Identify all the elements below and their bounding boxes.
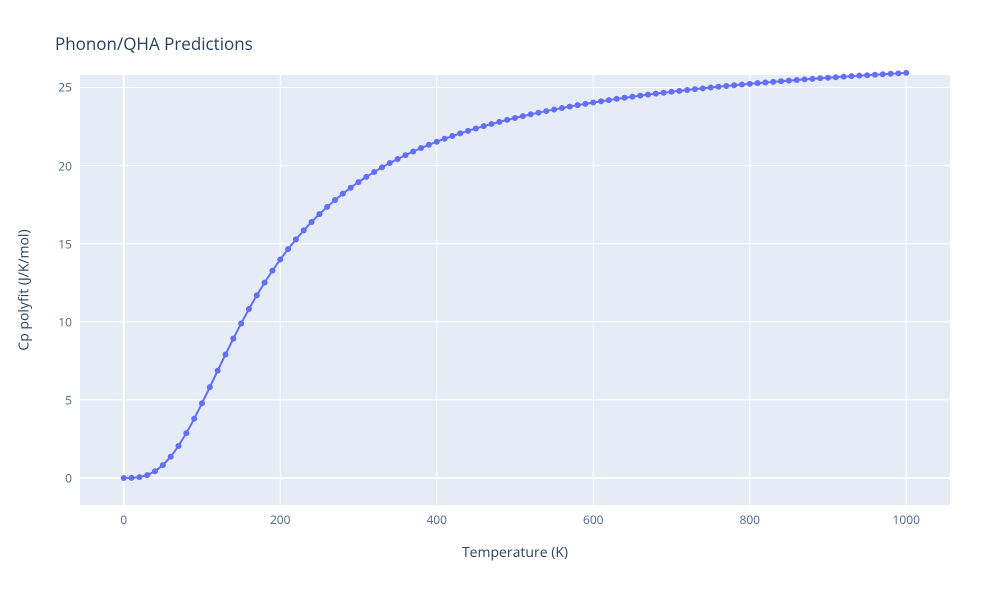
y-tick-label: 25	[58, 79, 72, 96]
x-tick-label: 800	[739, 511, 760, 528]
x-tick-label: 200	[270, 511, 291, 528]
chart-container: Phonon/QHA Predictions Temperature (K) C…	[0, 0, 1000, 600]
x-tick-label: 600	[583, 511, 604, 528]
y-tick-label: 15	[58, 235, 72, 252]
x-axis-label: Temperature (K)	[462, 543, 568, 562]
plot-svg	[80, 75, 950, 505]
x-tick-label: 400	[426, 511, 447, 528]
chart-title: Phonon/QHA Predictions	[55, 32, 253, 55]
y-tick-label: 10	[58, 313, 72, 330]
x-tick-label: 0	[120, 511, 127, 528]
y-tick-label: 5	[65, 391, 72, 408]
y-axis-label: Cp polyfit (J/K/mol)	[15, 229, 34, 350]
y-tick-label: 0	[65, 469, 72, 486]
y-tick-label: 20	[58, 157, 72, 174]
x-tick-label: 1000	[893, 511, 920, 528]
